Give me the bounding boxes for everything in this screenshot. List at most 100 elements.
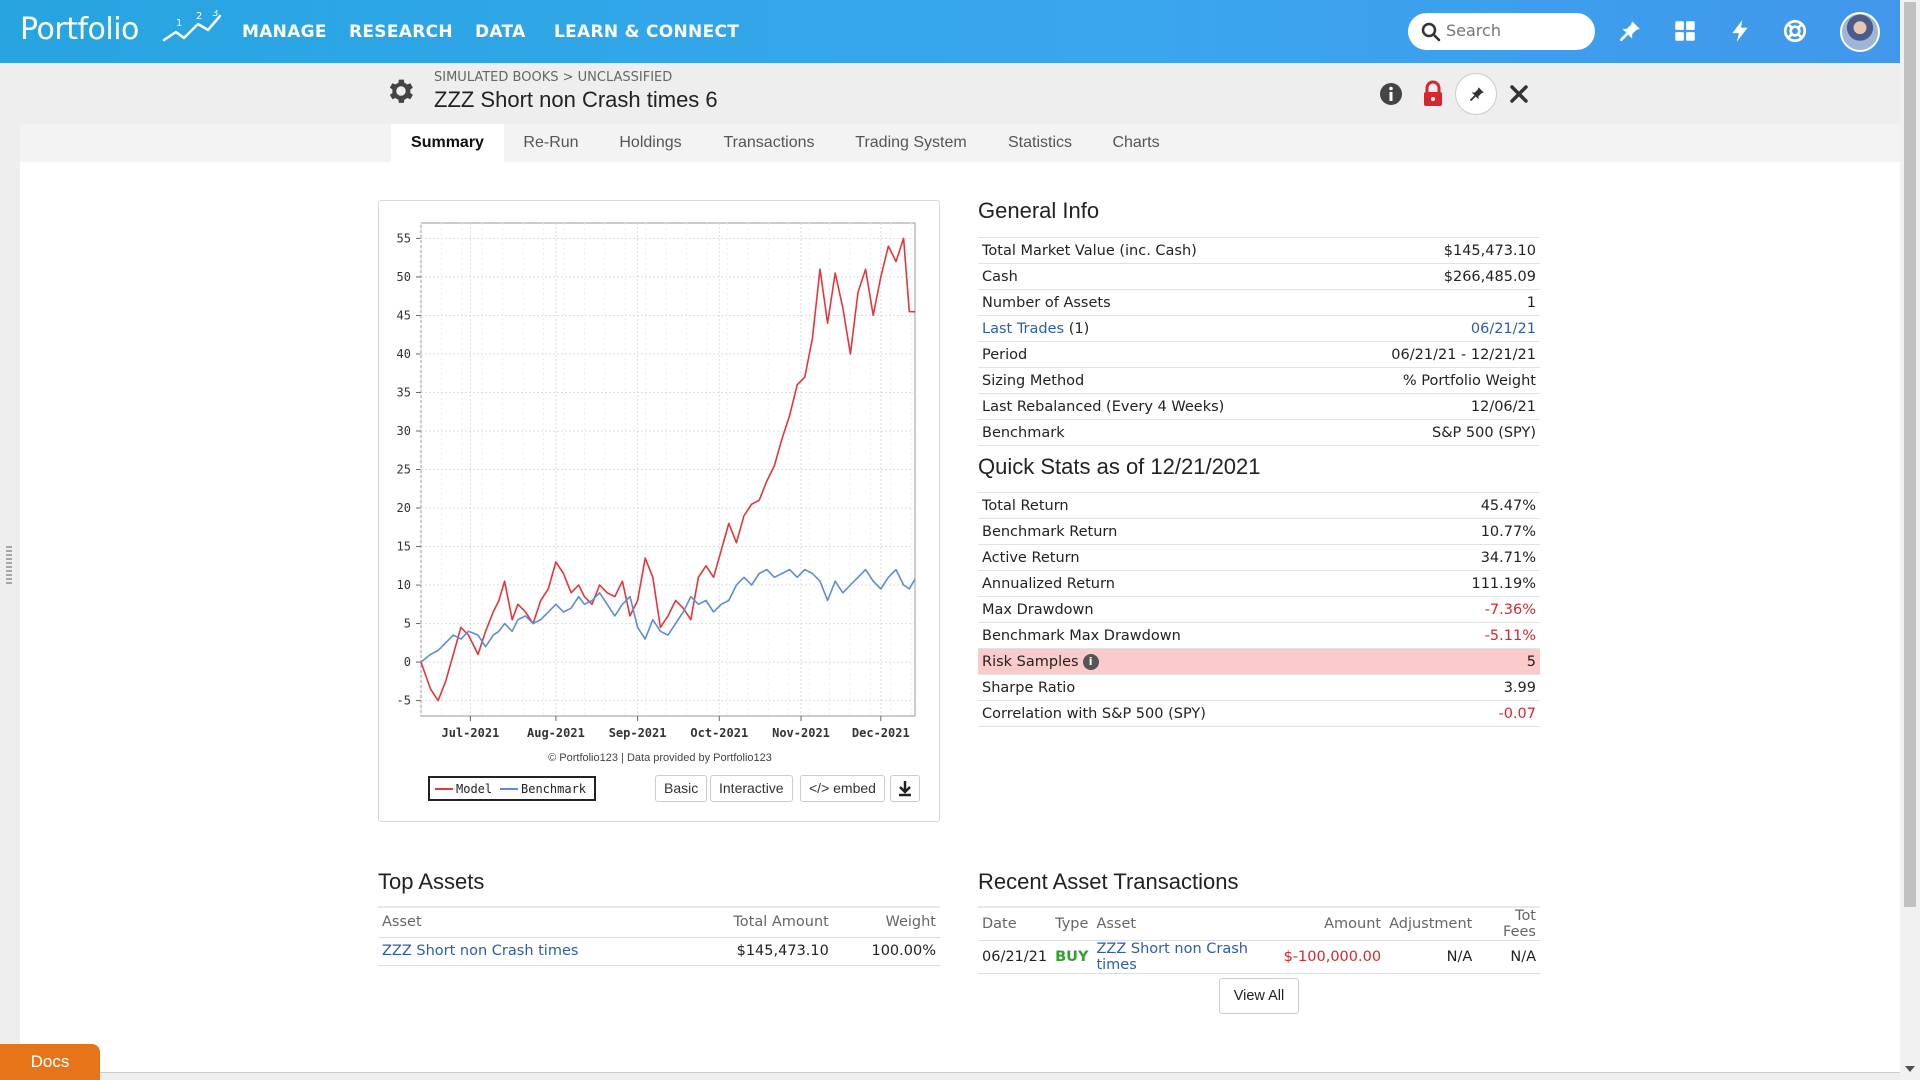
user-avatar[interactable] <box>1840 12 1880 52</box>
general-info-table: Total Market Value (inc. Cash) $145,473.1… <box>978 237 1540 446</box>
general-info-row: Total Market Value (inc. Cash) $145,473.1… <box>978 238 1540 264</box>
col-type[interactable]: Type <box>1051 907 1092 941</box>
col-weight[interactable]: Weight <box>833 907 940 937</box>
quick-stats-label-text: Annualized Return <box>982 576 1115 592</box>
quick-stats-title: Quick Stats as of 12/21/2021 <box>978 454 1261 480</box>
asset-link[interactable]: ZZZ Short non Crash times <box>378 937 680 965</box>
quick-stats-label-text: Sharpe Ratio <box>982 680 1075 696</box>
col-date[interactable]: Date <box>978 907 1051 941</box>
table-row: ZZZ Short non Crash times $145,473.10 10… <box>378 937 940 965</box>
tab-statistics[interactable]: Statistics <box>995 124 1085 162</box>
general-info-value[interactable]: 06/21/21 <box>1327 316 1540 342</box>
general-info-title: General Info <box>978 198 1099 224</box>
quick-stats-row: Risk Samples i 5 <box>978 649 1540 675</box>
col-asset[interactable]: Asset <box>1092 907 1279 941</box>
close-icon[interactable] <box>1503 78 1535 110</box>
general-info-label: Benchmark <box>978 420 1327 446</box>
quick-stats-table: Total Return 45.47% Benchmark Return 10.77%… <box>978 492 1540 727</box>
col-tot-fees[interactable]: Tot Fees <box>1476 907 1540 941</box>
general-info-label: Last Rebalanced (Every 4 Weeks) <box>978 394 1327 420</box>
quick-stats-label-text: Total Return <box>982 498 1069 514</box>
general-info-label: Last Trades (1) <box>978 316 1327 342</box>
help-lifebuoy-icon[interactable] <box>1782 18 1808 44</box>
tab-holdings[interactable]: Holdings <box>607 124 694 162</box>
txn-fees: N/A <box>1476 941 1540 974</box>
search-box[interactable] <box>1408 13 1595 50</box>
col-total-amount[interactable]: Total Amount <box>680 907 833 937</box>
y-tick-label: -5 <box>397 694 411 708</box>
x-tick-label: Nov-2021 <box>772 726 830 740</box>
general-info-label-text: Benchmark <box>982 425 1065 441</box>
page-scrollbar[interactable] <box>1900 0 1920 1080</box>
search-input[interactable] <box>1446 21 1586 40</box>
divider <box>20 1072 1900 1073</box>
general-info-value: 12/06/21 <box>1327 394 1540 420</box>
txn-type: BUY <box>1051 941 1092 974</box>
quick-stats-label: Active Return <box>978 545 1406 571</box>
tab-charts[interactable]: Charts <box>1101 124 1171 162</box>
table-row: 06/21/21 BUY ZZZ Short non Crash times $… <box>978 941 1540 974</box>
y-tick-label: 15 <box>397 540 411 554</box>
chart-basic-button[interactable]: Basic <box>655 775 707 802</box>
tab-trading-system[interactable]: Trading System <box>845 124 977 162</box>
general-info-value: 1 <box>1327 290 1540 316</box>
pin-button[interactable] <box>1455 73 1497 115</box>
chart-interactive-button[interactable]: Interactive <box>710 775 793 802</box>
main-content <box>20 162 1900 1072</box>
general-info-label-text[interactable]: Last Trades <box>982 321 1064 337</box>
svg-text:3: 3 <box>212 10 218 19</box>
performance-chart[interactable]: -5 0 5 10 15 20 25 30 35 40 45 50 55 Jul-2021 Aug-2021… <box>379 201 941 761</box>
quick-stats-row: Max Drawdown -7.36% <box>978 597 1540 623</box>
quick-stats-label: Total Return <box>978 493 1406 519</box>
y-tick-label: 50 <box>397 270 411 284</box>
quick-stats-label-text: Max Drawdown <box>982 602 1094 618</box>
info-icon[interactable]: i <box>1083 654 1099 670</box>
quick-stats-label: Risk Samples i <box>978 649 1406 675</box>
x-tick-label: Dec-2021 <box>852 726 910 740</box>
y-tick-label: 0 <box>404 655 411 669</box>
x-tick-label: Sep-2021 <box>609 726 667 740</box>
y-tick-label: 40 <box>397 347 411 361</box>
col-amount[interactable]: Amount <box>1280 907 1385 941</box>
tab-re-run[interactable]: Re-Run <box>512 124 590 162</box>
tab-transactions[interactable]: Transactions <box>710 124 828 162</box>
general-info-label: Period <box>978 342 1327 368</box>
lock-icon[interactable] <box>1417 78 1449 110</box>
col-asset[interactable]: Asset <box>378 907 680 937</box>
side-drag-handle[interactable] <box>6 546 12 586</box>
quick-stats-row: Sharpe Ratio 3.99 <box>978 675 1540 701</box>
nav-research[interactable]: RESEARCH <box>349 22 453 42</box>
chart-download-button[interactable] <box>890 775 920 802</box>
quick-stats-value: 10.77% <box>1406 519 1540 545</box>
view-all-button[interactable]: View All <box>1219 978 1299 1014</box>
general-info-value: $145,473.10 <box>1327 238 1540 264</box>
quick-stats-value: -7.36% <box>1406 597 1540 623</box>
nav-manage[interactable]: MANAGE <box>242 22 327 42</box>
general-info-label-text: Last Rebalanced (Every 4 Weeks) <box>982 399 1224 415</box>
pin-icon[interactable] <box>1617 18 1643 44</box>
quick-stats-value: -5.11% <box>1406 623 1540 649</box>
y-tick-label: 5 <box>404 617 411 631</box>
docs-button[interactable]: Docs <box>0 1044 100 1080</box>
top-nav-bar: Portfolio 1 2 3 MANAGE RESEARCH DATA LEA… <box>0 0 1900 63</box>
gear-icon[interactable] <box>386 76 416 106</box>
scrollbar-thumb[interactable] <box>1904 2 1916 907</box>
quick-stats-label: Benchmark Max Drawdown <box>978 623 1406 649</box>
legend-model-label: Model <box>456 782 492 796</box>
nav-learn-connect[interactable]: LEARN & CONNECT <box>554 22 739 42</box>
quick-stats-label-text: Correlation with S&P 500 (SPY) <box>982 706 1206 722</box>
nav-data[interactable]: DATA <box>475 22 526 42</box>
quick-stats-value: 34.71% <box>1406 545 1540 571</box>
tab-summary[interactable]: Summary <box>391 124 504 162</box>
info-icon[interactable] <box>1375 78 1407 110</box>
general-info-row: Last Trades (1) 06/21/21 <box>978 316 1540 342</box>
apps-grid-icon[interactable] <box>1672 18 1698 44</box>
col-adjustment[interactable]: Adjustment <box>1385 907 1476 941</box>
chart-embed-button[interactable]: </> embed <box>800 775 885 802</box>
lightning-icon[interactable] <box>1727 18 1753 44</box>
txn-date: 06/21/21 <box>978 941 1051 974</box>
scroll-down-arrow[interactable] <box>1905 1066 1915 1072</box>
portfolio123-logo[interactable]: Portfolio 1 2 3 <box>20 12 139 47</box>
txn-asset-link[interactable]: ZZZ Short non Crash times <box>1092 941 1279 974</box>
breadcrumb[interactable]: SIMULATED BOOKS > UNCLASSIFIED <box>434 70 672 85</box>
